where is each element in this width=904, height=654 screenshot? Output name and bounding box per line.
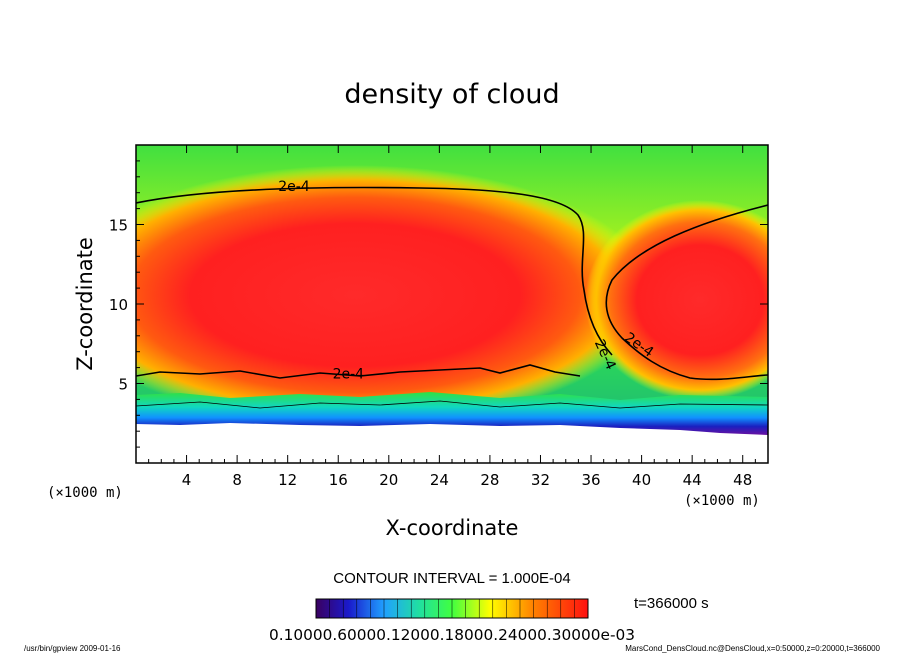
colorbar-ticks [315,599,589,618]
cloud-core-right [585,200,768,400]
contour-base [136,400,768,409]
x-tick-label: 36 [581,471,600,489]
x-tick-label: 28 [480,471,499,489]
x-tick-label: 40 [632,471,651,489]
contour-right [605,204,768,381]
y-tick-label: 10 [109,296,128,314]
time-label: t=366000 s [634,595,709,612]
colorbar-label: 0.10000.60000.12000.18000.24000.30000e-0… [269,626,635,644]
x-axis: 4 8 12 16 20 24 28 32 36 40 44 48 [148,145,756,489]
x-tick-label: 12 [278,471,297,489]
chart-title: density of cloud [344,79,559,110]
y-tick-label: 5 [118,376,128,394]
x-tick-label: 16 [329,471,348,489]
cloud-core-left [136,165,655,425]
footer-right: MarsCond_DensCloud.nc@DensCloud,x=0:5000… [625,644,880,653]
y-axis-unit: (×1000 m) [47,485,123,501]
contour-label: 2e-4 [333,367,365,383]
cloud-base-layer [136,392,768,435]
x-tick-label: 32 [531,471,550,489]
plot-area [136,145,768,463]
contour-lower [136,364,581,379]
x-tick-label: 48 [733,471,752,489]
y-axis-label: Z-coordinate [73,237,97,371]
x-axis-label: X-coordinate [386,516,519,540]
y-tick-label: 15 [109,217,128,235]
x-tick-label: 20 [379,471,398,489]
x-axis-unit: (×1000 m) [684,493,760,509]
footer-left: /usr/bin/gpview 2009-01-16 [24,644,121,653]
y-axis: 5 10 15 [109,160,768,448]
x-tick-label: 4 [182,471,192,489]
contour-label: 2e-4 [278,179,310,195]
contour-upper [136,186,613,356]
x-tick-label: 44 [683,471,702,489]
x-tick-label: 24 [430,471,449,489]
contour-interval: CONTOUR INTERVAL = 1.000E-04 [333,570,570,587]
x-tick-label: 8 [232,471,242,489]
